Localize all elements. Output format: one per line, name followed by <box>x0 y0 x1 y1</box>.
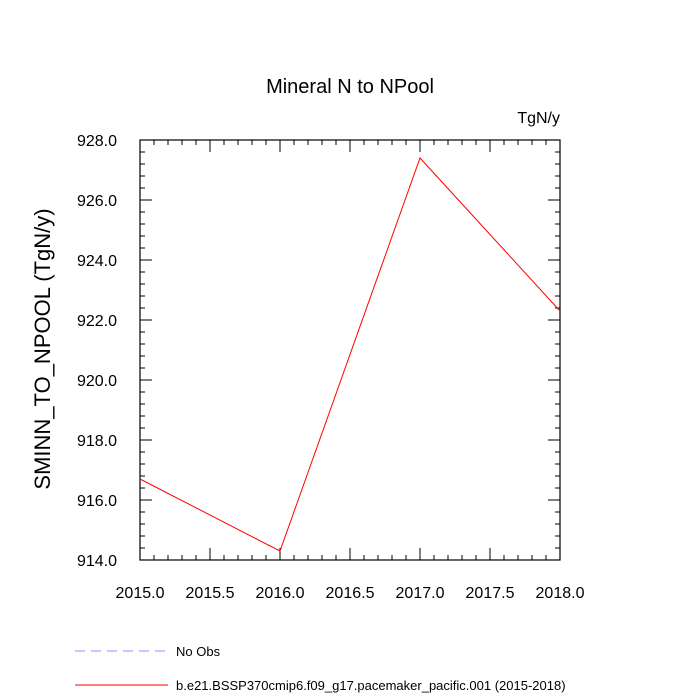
series-line <box>139 157 561 552</box>
x-tick-label: 2016.5 <box>326 585 375 602</box>
y-tick-label: 916.0 <box>77 493 117 510</box>
x-tick-label: 2017.0 <box>396 585 445 602</box>
x-tick-label: 2018.0 <box>536 585 585 602</box>
plot-frame <box>139 139 561 561</box>
x-tick-label: 2015.0 <box>116 585 165 602</box>
y-tick-label: 914.0 <box>77 553 117 570</box>
series-layer <box>139 157 561 552</box>
y-tick-label: 918.0 <box>77 433 117 450</box>
y-tick-label: 928.0 <box>77 133 117 150</box>
chart-title: Mineral N to NPool <box>266 76 434 98</box>
plot-area <box>139 139 561 561</box>
y-axis-label: SMINN_TO_NPOOL (TgN/y) <box>30 208 55 489</box>
axis-ticks: 2015.0 2015.5 2016.0 2016.5 2017.0 2017.5 2018… <box>77 133 585 602</box>
y-tick-label: 924.0 <box>77 253 117 270</box>
legend: No Obs b.e21.BSSP370cmip6.f09_g17.pacemak… <box>75 644 566 693</box>
x-tick-label: 2016.0 <box>256 585 305 602</box>
y-tick-label: 920.0 <box>77 373 117 390</box>
x-tick-label: 2015.5 <box>186 585 235 602</box>
y-tick-label: 926.0 <box>77 193 117 210</box>
legend-label: No Obs <box>176 644 221 659</box>
legend-label: b.e21.BSSP370cmip6.f09_g17.pacemaker_pac… <box>176 678 566 693</box>
units-label: TgN/y <box>517 110 560 127</box>
x-tick-label: 2017.5 <box>466 585 515 602</box>
y-tick-label: 922.0 <box>77 313 117 330</box>
